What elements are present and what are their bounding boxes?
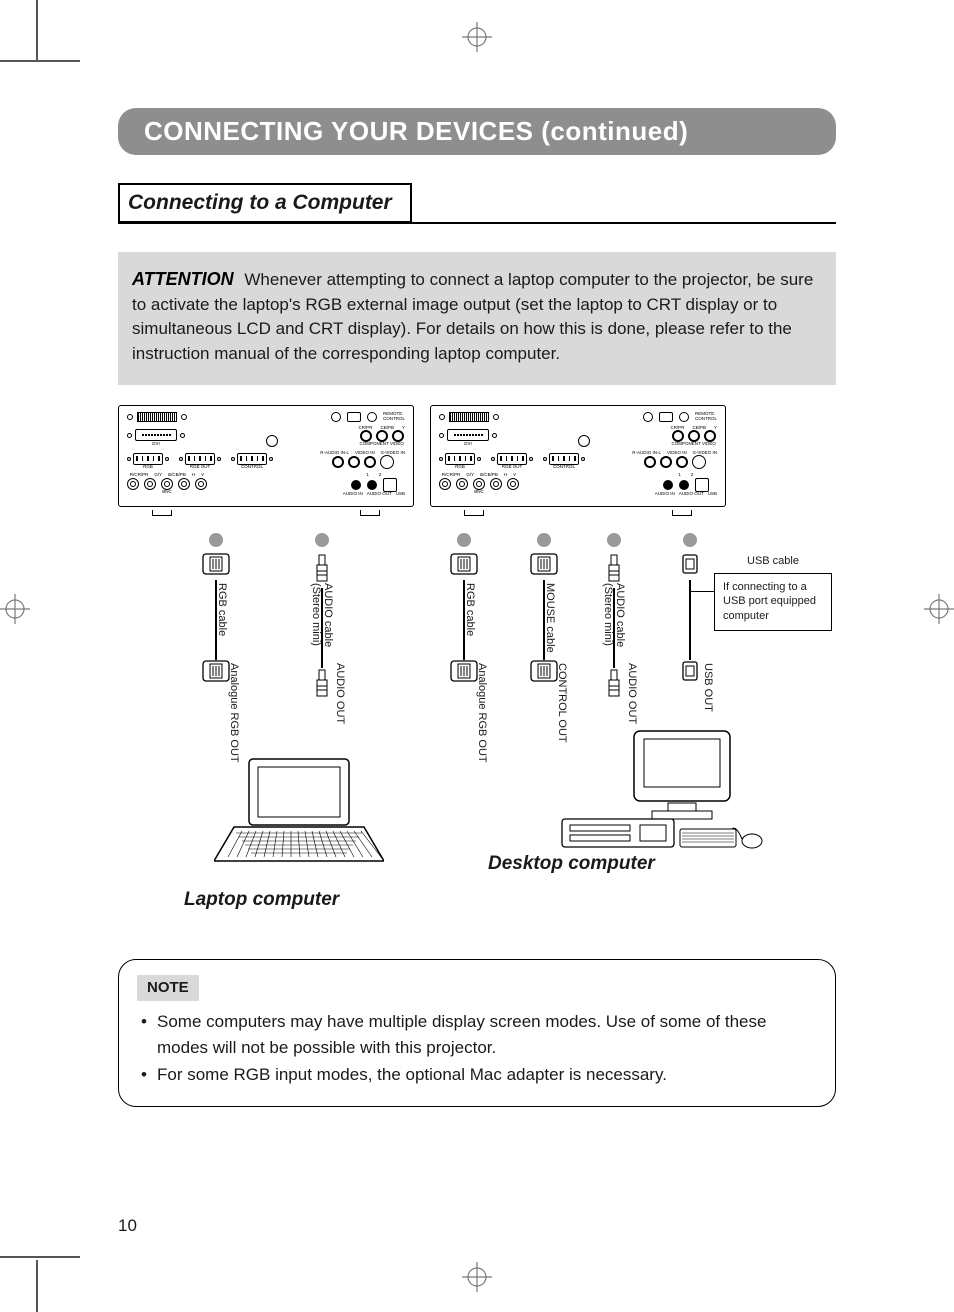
projector-back-panel: REMOTECONTROLDVICR/PRCB/PBYCOMPONENT VID… bbox=[118, 405, 414, 508]
note-bullet: Some computers may have multiple display… bbox=[141, 1009, 817, 1060]
usb-callout: If connecting to a USB port equipped com… bbox=[714, 573, 832, 632]
section-title: CONNECTING YOUR DEVICES (continued) bbox=[118, 108, 836, 155]
cable-label: AUDIO cable bbox=[614, 583, 626, 647]
attention-text: Whenever attempting to connect a laptop … bbox=[132, 270, 813, 363]
leader-line bbox=[690, 591, 714, 592]
attention-box: ATTENTION Whenever attempting to connect… bbox=[118, 252, 836, 385]
attention-label: ATTENTION bbox=[132, 269, 234, 289]
page-number: 10 bbox=[118, 1216, 137, 1236]
desktop-icon bbox=[556, 725, 766, 860]
registration-left bbox=[0, 594, 30, 624]
cable-label: AUDIO cable bbox=[322, 583, 334, 647]
cable-label: RGB cable bbox=[464, 583, 476, 636]
cable-label: RGB cable bbox=[216, 583, 228, 636]
crop-line bbox=[36, 0, 38, 60]
usb-callout-title: USB cable bbox=[714, 555, 832, 567]
note-label: NOTE bbox=[137, 975, 199, 1002]
crop-line bbox=[0, 60, 80, 62]
cable-bottom-label: Analogue RGB OUT bbox=[228, 663, 240, 763]
note-bullet: For some RGB input modes, the optional M… bbox=[141, 1062, 817, 1088]
registration-bottom bbox=[462, 1262, 492, 1292]
cable-bottom-label: AUDIO OUT bbox=[626, 663, 638, 724]
desktop-caption: Desktop computer bbox=[488, 853, 655, 875]
laptop-icon bbox=[214, 751, 384, 876]
crop-line bbox=[36, 1260, 38, 1312]
cable-bottom-label: AUDIO OUT bbox=[334, 663, 346, 724]
crop-line bbox=[0, 1256, 80, 1258]
cable-sublabel: (Stereo mini) bbox=[310, 583, 322, 646]
cable-sublabel: (Stereo mini) bbox=[602, 583, 614, 646]
laptop-caption: Laptop computer bbox=[184, 889, 339, 911]
connection-diagram: REMOTECONTROLDVICR/PRCB/PBYCOMPONENT VID… bbox=[118, 405, 836, 935]
registration-right bbox=[924, 594, 954, 624]
note-box: NOTE Some computers may have multiple di… bbox=[118, 959, 836, 1107]
cable-label: MOUSE cable bbox=[544, 583, 556, 653]
registration-top bbox=[462, 22, 492, 52]
sub-heading: Connecting to a Computer bbox=[118, 183, 412, 223]
projector-back-panel: REMOTECONTROLDVICR/PRCB/PBYCOMPONENT VID… bbox=[430, 405, 726, 508]
cable-bottom-label: Analogue RGB OUT bbox=[476, 663, 488, 763]
cable-bottom-label: USB OUT bbox=[702, 663, 714, 712]
